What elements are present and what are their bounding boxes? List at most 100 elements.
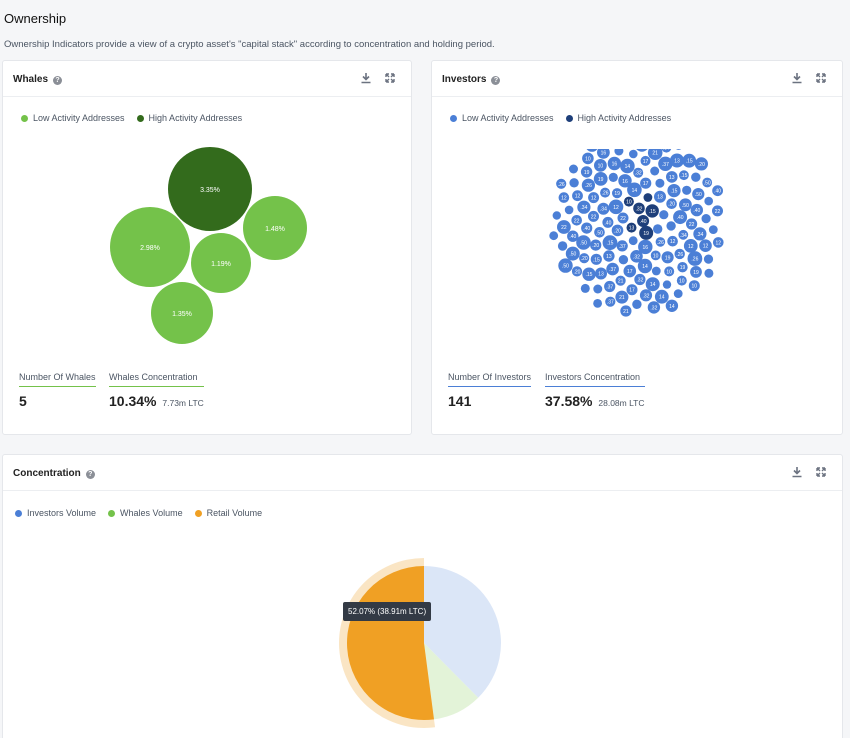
investor-bubble-low[interactable]: .37	[616, 240, 628, 252]
investor-bubble-low[interactable]: 10	[650, 250, 661, 261]
legend-item-high-activity[interactable]: High Activity Addresses	[136, 113, 242, 123]
investor-bubble-low[interactable]: .34	[597, 202, 610, 215]
investor-bubble-low[interactable]: 17	[640, 177, 652, 189]
investor-bubble-low[interactable]: 13	[595, 267, 607, 280]
investor-bubble-low[interactable]: 12	[588, 192, 600, 204]
investor-bubble-low[interactable]: .50	[576, 235, 591, 250]
investor-bubble-low[interactable]	[593, 299, 602, 308]
investor-bubble-low[interactable]	[701, 214, 711, 224]
investor-bubble-low[interactable]: 10	[664, 266, 675, 277]
investor-bubble-low[interactable]: .15	[682, 153, 697, 168]
investor-bubble-low[interactable]: .40	[602, 216, 614, 228]
pie-slice-whales[interactable]	[424, 643, 479, 720]
help-icon[interactable]: ?	[53, 76, 63, 85]
investor-bubble-low[interactable]: .40	[712, 185, 723, 197]
investor-bubble-low[interactable]: .32	[634, 273, 646, 286]
investor-bubble-low[interactable]: .26	[581, 178, 595, 192]
investor-bubble-high[interactable]: 19	[639, 225, 654, 240]
investor-bubble-low[interactable]: 17	[623, 264, 637, 278]
investor-bubble-low[interactable]: .50	[558, 258, 573, 273]
investor-bubble-high[interactable]: .15	[645, 204, 659, 218]
legend-item-low-activity[interactable]: Low Activity Addresses	[21, 113, 125, 123]
investor-bubble-low[interactable]: 10	[688, 280, 700, 292]
investor-bubble-low[interactable]: 21	[647, 149, 663, 160]
investor-bubble-low[interactable]: 16	[585, 149, 598, 152]
legend-item-retail-volume[interactable]: Retail Volume	[194, 508, 262, 518]
investor-bubble-low[interactable]	[653, 224, 663, 234]
investor-bubble-low[interactable]: 12	[713, 237, 724, 248]
investor-bubble-low[interactable]: 14	[627, 182, 642, 198]
investor-bubble-low[interactable]	[593, 284, 603, 294]
investor-bubble-low[interactable]: .50	[679, 198, 692, 212]
investor-bubble-low[interactable]: .40	[690, 203, 703, 217]
legend-item-low-activity[interactable]: Low Activity Addresses	[450, 113, 554, 123]
investor-bubble-low[interactable]	[618, 255, 629, 265]
investor-bubble-low[interactable]	[580, 283, 590, 293]
download-icon[interactable]	[359, 71, 373, 85]
investor-bubble-low[interactable]: .20	[666, 198, 677, 209]
investor-bubble-low[interactable]: 12	[699, 239, 712, 252]
investor-bubble-high[interactable]: .32	[633, 202, 645, 215]
investor-bubble-low[interactable]	[662, 280, 672, 289]
expand-icon[interactable]	[814, 71, 828, 85]
investor-bubble-low[interactable]: .34	[577, 200, 591, 214]
investor-bubble-high[interactable]: 13	[626, 222, 637, 233]
investor-bubble-low[interactable]	[674, 149, 682, 150]
investor-bubble-low[interactable]: 13	[654, 190, 666, 203]
investor-bubble-low[interactable]: 13	[666, 171, 678, 183]
investor-bubble-low[interactable]	[569, 164, 578, 174]
investor-bubble-low[interactable]: 22	[617, 212, 629, 224]
investor-bubble-low[interactable]	[704, 196, 713, 206]
investor-bubble-low[interactable]: .15	[602, 235, 618, 251]
investor-bubble-low[interactable]	[608, 172, 618, 182]
investor-bubble-low[interactable]: 12	[608, 199, 624, 215]
investor-bubble-low[interactable]: .20	[611, 224, 624, 237]
investor-bubble-low[interactable]: 12	[572, 190, 583, 202]
investor-bubble-low[interactable]: .32	[639, 289, 653, 302]
investor-bubble-low[interactable]	[659, 210, 669, 220]
investor-bubble-low[interactable]: 10	[594, 159, 607, 172]
investor-bubble-low[interactable]: .26	[655, 237, 666, 247]
investor-bubble-low[interactable]: 22	[557, 220, 571, 234]
pie-slice-investors[interactable]	[424, 566, 501, 698]
investor-bubble-low[interactable]: 12	[558, 192, 570, 203]
investor-bubble-low[interactable]: .50	[594, 227, 605, 238]
legend-item-investors-volume[interactable]: Investors Volume	[15, 508, 96, 518]
investor-bubble-low[interactable]	[628, 236, 638, 246]
investor-bubble-low[interactable]: 16	[597, 149, 610, 159]
investor-bubble-low[interactable]: .40	[567, 230, 579, 242]
investor-bubble-low[interactable]: 10	[676, 275, 687, 286]
investor-bubble-high[interactable]: .40	[637, 215, 650, 227]
expand-icon[interactable]	[814, 465, 828, 479]
investor-bubble-low[interactable]: 19	[580, 166, 593, 178]
investor-bubble-low[interactable]: .37	[606, 262, 619, 276]
investor-bubble-low[interactable]	[655, 178, 665, 188]
investor-bubble-low[interactable]: .26	[687, 251, 703, 266]
investor-bubble-low[interactable]: 12	[667, 235, 678, 247]
download-icon[interactable]	[790, 465, 804, 479]
investor-bubble-low[interactable]: .32	[633, 167, 644, 178]
investor-bubble-low[interactable]: .50	[692, 188, 705, 201]
investor-bubble-low[interactable]	[569, 178, 579, 188]
investor-bubble-low[interactable]: .26	[556, 178, 567, 189]
investor-bubble-high[interactable]: 10	[623, 196, 634, 207]
investor-bubble-low[interactable]	[651, 266, 661, 276]
investor-bubble-low[interactable]: .37	[605, 296, 616, 307]
investor-bubble-low[interactable]: 13	[670, 153, 684, 168]
investor-bubble-low[interactable]: 16	[607, 156, 622, 171]
investor-bubble-low[interactable]: .34	[693, 227, 707, 241]
investor-bubble-low[interactable]	[557, 241, 568, 251]
investor-bubble-low[interactable]: 14	[637, 258, 653, 274]
investor-bubble-low[interactable]: 19	[677, 262, 688, 273]
investor-bubble-low[interactable]: 21	[620, 305, 632, 317]
legend-item-high-activity[interactable]: High Activity Addresses	[565, 113, 671, 123]
investor-bubble-low[interactable]: .15	[679, 170, 689, 181]
investor-bubble-low[interactable]: .40	[673, 210, 688, 225]
investor-bubble-low[interactable]: 14	[620, 158, 635, 174]
whale-bubble-low[interactable]: 1.19%	[191, 233, 251, 293]
investor-bubble-low[interactable]: 19	[593, 172, 608, 186]
investor-bubble-low[interactable]: 19	[612, 188, 623, 199]
whale-bubble-low[interactable]: 2.98%	[110, 207, 190, 287]
investor-bubble-low[interactable]: 19	[661, 251, 674, 264]
investor-bubble-low[interactable]: 17	[640, 155, 651, 166]
